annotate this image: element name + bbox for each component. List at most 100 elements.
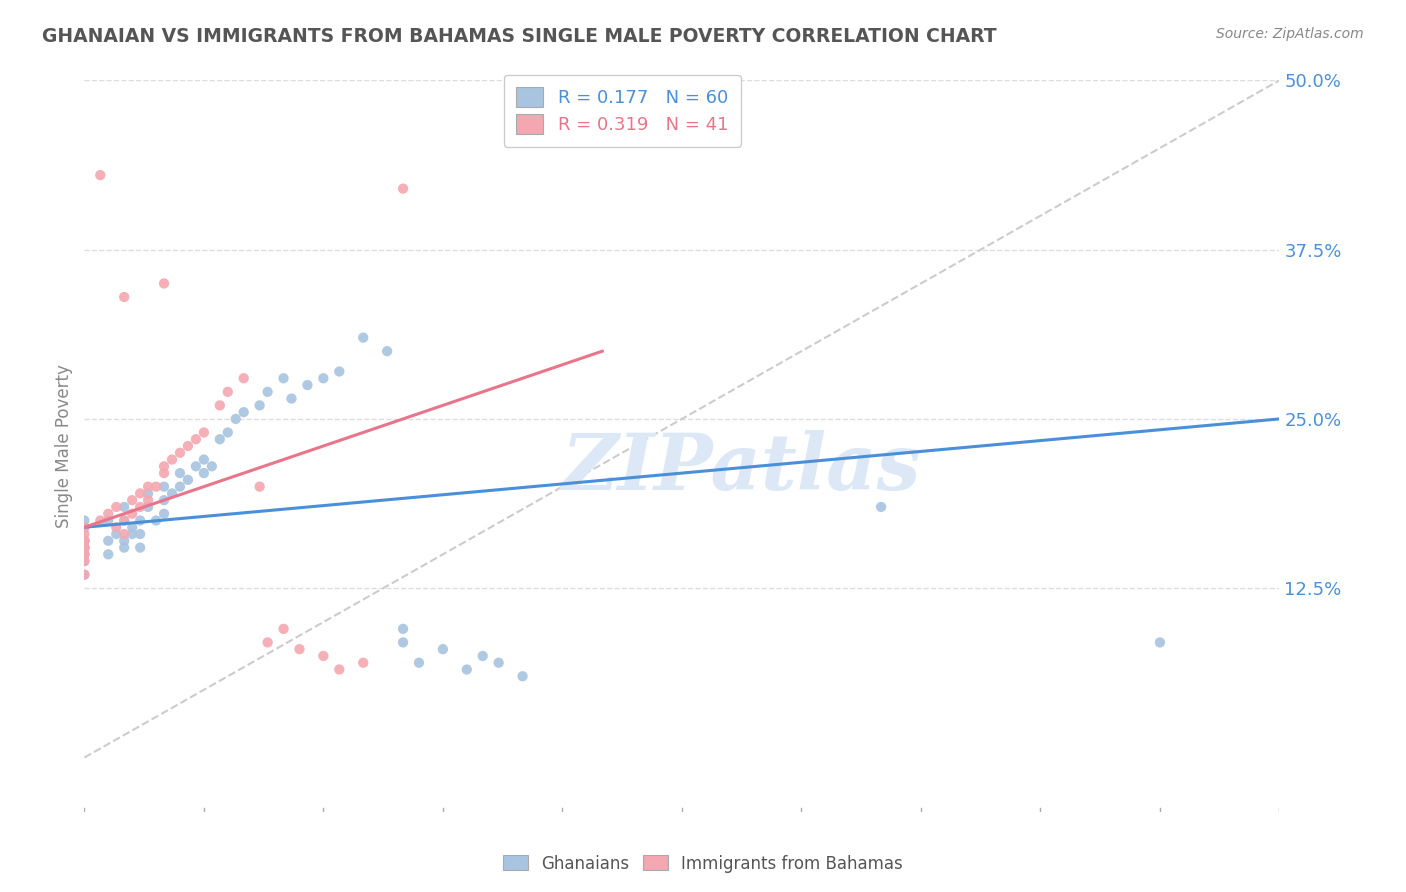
- Point: [112, 541, 135, 555]
- Point: [105, 500, 128, 514]
- Point: [73, 541, 96, 555]
- Point: [169, 446, 191, 460]
- Point: [177, 439, 200, 453]
- Point: [112, 500, 135, 514]
- Point: [392, 622, 415, 636]
- Point: [73, 541, 96, 555]
- Point: [328, 364, 350, 378]
- Point: [432, 642, 454, 657]
- Point: [97, 533, 120, 548]
- Point: [112, 514, 135, 528]
- Point: [121, 507, 143, 521]
- Text: Source: ZipAtlas.com: Source: ZipAtlas.com: [1216, 27, 1364, 41]
- Point: [169, 466, 191, 480]
- Point: [392, 181, 415, 195]
- Point: [249, 480, 271, 494]
- Point: [73, 567, 96, 582]
- Legend: R = 0.177   N = 60, R = 0.319   N = 41: R = 0.177 N = 60, R = 0.319 N = 41: [503, 75, 741, 147]
- Point: [288, 642, 311, 657]
- Point: [129, 500, 152, 514]
- Point: [375, 344, 398, 359]
- Text: GHANAIAN VS IMMIGRANTS FROM BAHAMAS SINGLE MALE POVERTY CORRELATION CHART: GHANAIAN VS IMMIGRANTS FROM BAHAMAS SING…: [42, 27, 997, 45]
- Point: [73, 533, 96, 548]
- Point: [184, 459, 207, 474]
- Point: [121, 527, 143, 541]
- Point: [73, 514, 96, 528]
- Point: [136, 486, 159, 500]
- Point: [153, 480, 176, 494]
- Point: [184, 432, 207, 446]
- Point: [73, 547, 96, 561]
- Point: [256, 635, 278, 649]
- Legend: Ghanaians, Immigrants from Bahamas: Ghanaians, Immigrants from Bahamas: [496, 848, 910, 880]
- Point: [136, 493, 159, 508]
- Point: [169, 480, 191, 494]
- Point: [512, 669, 534, 683]
- Point: [73, 533, 96, 548]
- Point: [456, 663, 478, 677]
- Point: [73, 554, 96, 568]
- Point: [136, 480, 159, 494]
- Point: [73, 520, 96, 534]
- Point: [145, 514, 167, 528]
- Point: [201, 459, 224, 474]
- Point: [73, 541, 96, 555]
- Point: [160, 486, 183, 500]
- Point: [408, 656, 430, 670]
- Point: [73, 520, 96, 534]
- Point: [273, 371, 295, 385]
- Point: [328, 663, 350, 677]
- Point: [73, 541, 96, 555]
- Point: [273, 622, 295, 636]
- Point: [89, 514, 111, 528]
- Point: [352, 331, 374, 345]
- Point: [105, 527, 128, 541]
- Point: [352, 656, 374, 670]
- Point: [136, 500, 159, 514]
- Point: [208, 398, 231, 412]
- Point: [249, 398, 271, 412]
- Point: [312, 648, 335, 663]
- Point: [112, 290, 135, 304]
- Point: [105, 520, 128, 534]
- Point: [232, 405, 254, 419]
- Point: [129, 514, 152, 528]
- Point: [73, 547, 96, 561]
- Point: [112, 514, 135, 528]
- Point: [73, 541, 96, 555]
- Point: [129, 527, 152, 541]
- Point: [73, 533, 96, 548]
- Point: [177, 473, 200, 487]
- Point: [129, 541, 152, 555]
- Point: [256, 384, 278, 399]
- Point: [392, 635, 415, 649]
- Point: [225, 412, 247, 426]
- Point: [153, 459, 176, 474]
- Point: [217, 425, 239, 440]
- Point: [112, 527, 135, 541]
- Point: [153, 466, 176, 480]
- Point: [217, 384, 239, 399]
- Point: [193, 425, 215, 440]
- Point: [153, 493, 176, 508]
- Point: [112, 533, 135, 548]
- Point: [193, 452, 215, 467]
- Point: [471, 648, 494, 663]
- Point: [193, 466, 215, 480]
- Point: [73, 547, 96, 561]
- Point: [297, 378, 319, 392]
- Point: [97, 507, 120, 521]
- Text: ZIPatlas: ZIPatlas: [562, 430, 921, 506]
- Point: [280, 392, 302, 406]
- Point: [145, 480, 167, 494]
- Point: [153, 507, 176, 521]
- Point: [1149, 635, 1171, 649]
- Point: [97, 547, 120, 561]
- Y-axis label: Single Male Poverty: Single Male Poverty: [55, 364, 73, 528]
- Point: [73, 533, 96, 548]
- Point: [160, 452, 183, 467]
- Point: [129, 486, 152, 500]
- Point: [89, 168, 111, 182]
- Point: [870, 500, 893, 514]
- Point: [488, 656, 510, 670]
